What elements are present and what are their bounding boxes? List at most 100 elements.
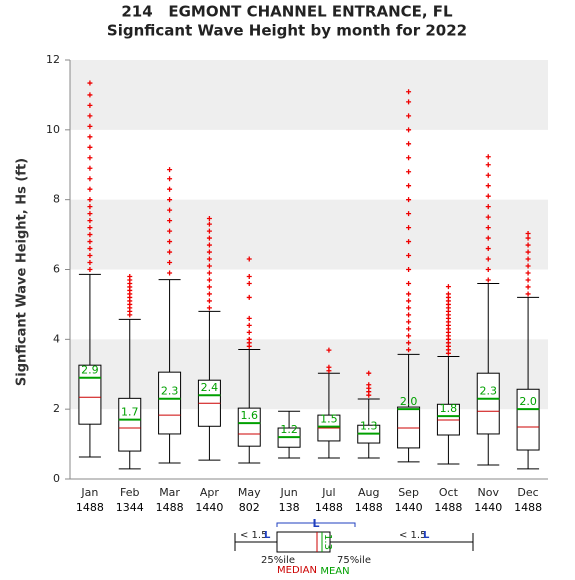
outlier [246, 329, 252, 335]
outlier [206, 305, 212, 311]
key-lower: < 1.5 [240, 530, 267, 541]
outlier [127, 273, 133, 279]
mean-label: 1.8 [440, 402, 458, 415]
outlier [406, 267, 412, 272]
outlier [525, 242, 531, 248]
outlier [87, 225, 93, 231]
outlier [525, 284, 531, 290]
plot-area: 0 2 4 6 8 10 12 2.9 Jan 1488 1.7 Feb 1344 2.3 Mar 1488 2… [46, 53, 548, 514]
outlier [406, 169, 412, 175]
x-tick-label: Sep [398, 486, 419, 499]
outlier [167, 167, 173, 173]
outlier [326, 364, 332, 370]
outlier [87, 80, 93, 86]
x-tick-label: Jan [80, 486, 98, 499]
outlier [167, 186, 173, 192]
count-label: 1488 [434, 501, 462, 514]
outlier [87, 211, 93, 217]
outlier [206, 249, 212, 255]
outlier [87, 239, 93, 245]
box [158, 371, 182, 435]
mean-label: 2.0 [400, 395, 418, 408]
outlier [366, 382, 372, 388]
count-label: 1440 [474, 501, 502, 514]
outlier [87, 113, 93, 119]
x-tick-label: Aug [358, 486, 379, 499]
outlier [167, 207, 173, 213]
outlier [406, 183, 412, 189]
outlier [87, 204, 93, 210]
outlier [406, 211, 412, 217]
outlier [206, 235, 212, 241]
count-label: 1488 [315, 501, 343, 514]
outlier [406, 298, 412, 304]
outlier [246, 322, 252, 328]
x-tick-label: Mar [159, 486, 180, 499]
mean-label: 2.4 [201, 381, 219, 394]
outlier [246, 280, 252, 286]
y-tick-label: 6 [53, 263, 60, 276]
mean-label: 2.0 [519, 395, 537, 408]
x-tick-label: Jun [279, 486, 297, 499]
outlier [206, 221, 212, 227]
y-tick-label: 8 [53, 193, 60, 206]
outlier [485, 235, 491, 241]
key-bracket [276, 522, 356, 527]
outlier [87, 232, 93, 238]
count-label: 1344 [116, 501, 144, 514]
x-tick-label: May [238, 486, 261, 499]
outlier [167, 218, 173, 224]
count-label: 1488 [156, 501, 184, 514]
mean-label: 1.3 [360, 420, 378, 433]
outlier [87, 102, 93, 108]
mean-label: 2.3 [161, 385, 179, 398]
outlier [485, 256, 491, 262]
outlier [406, 155, 412, 161]
outlier [525, 249, 531, 255]
outlier [406, 141, 412, 147]
key-upper: < 1.5 [399, 530, 426, 541]
outlier [87, 165, 93, 171]
outlier [525, 291, 531, 297]
box [237, 407, 261, 447]
x-tick-label: Nov [478, 486, 500, 499]
y-tick-label: 2 [53, 402, 60, 415]
count-label: 138 [279, 501, 300, 514]
outlier [525, 256, 531, 262]
outlier [87, 155, 93, 161]
key-upper-l: L [423, 530, 430, 541]
outlier [485, 162, 491, 168]
count-label: 1488 [355, 501, 383, 514]
outlier [87, 176, 93, 182]
outlier [406, 312, 412, 318]
key-median-label: MEDIAN [277, 565, 317, 576]
outlier [87, 186, 93, 192]
outlier [485, 193, 491, 199]
outlier [246, 273, 252, 279]
outlier [406, 319, 412, 325]
outlier [206, 277, 212, 283]
outlier [167, 239, 173, 245]
outlier [406, 99, 412, 105]
mean-label: 1.5 [320, 413, 338, 426]
outlier [167, 197, 173, 203]
outlier [485, 183, 491, 189]
outlier [406, 89, 412, 95]
outlier [87, 123, 93, 129]
mean-label: 2.3 [480, 385, 498, 398]
grid-band [70, 199, 548, 270]
outlier [485, 172, 491, 178]
outlier [206, 242, 212, 248]
grid-band [70, 60, 548, 130]
count-label: 1488 [76, 501, 104, 514]
outlier [87, 134, 93, 140]
outlier [167, 260, 173, 266]
outlier [87, 92, 93, 98]
outlier [485, 277, 491, 283]
mean-label: 2.9 [81, 364, 99, 377]
key-lower-l: L [264, 530, 271, 541]
y-tick-label: 12 [46, 53, 60, 66]
x-tick-label: Oct [439, 486, 459, 499]
outlier [167, 249, 173, 255]
